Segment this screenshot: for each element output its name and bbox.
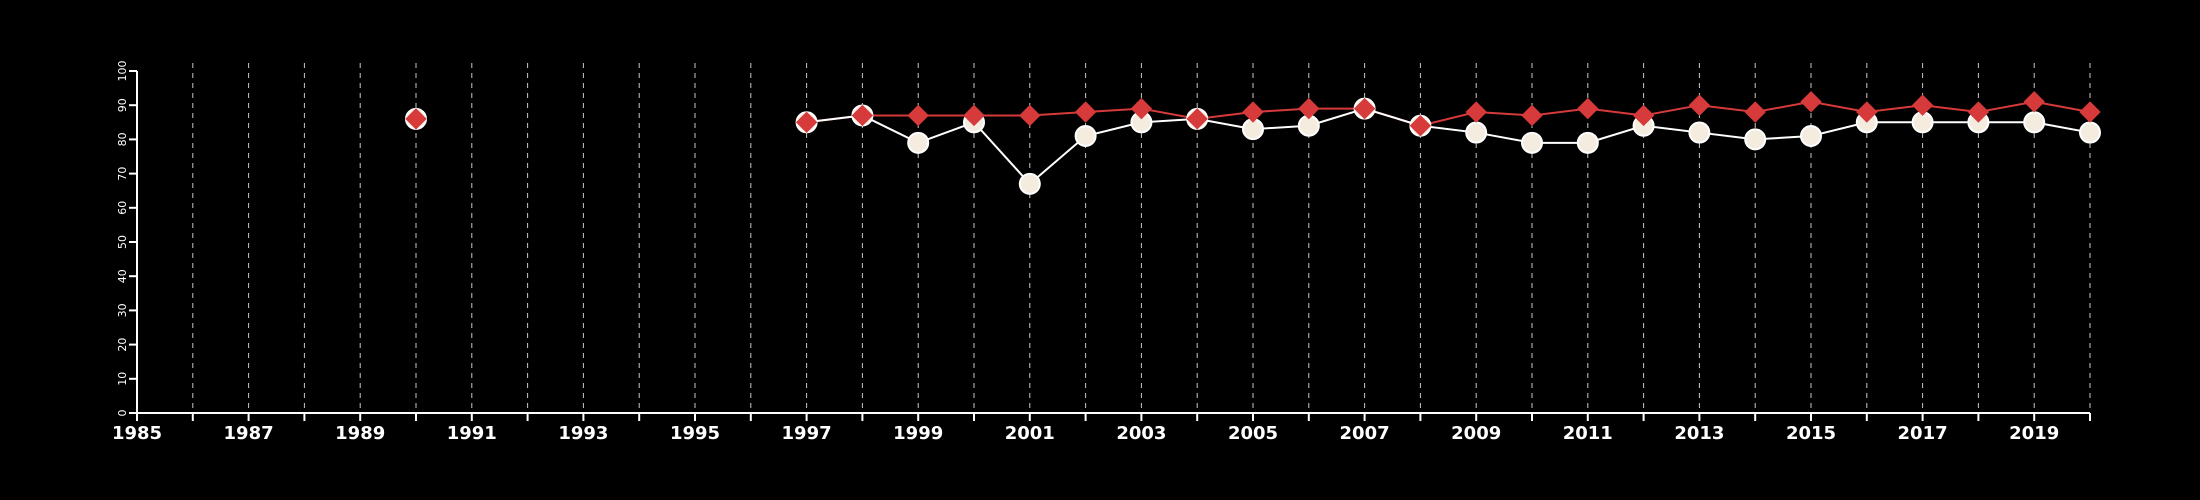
diamond-data-point (1521, 104, 1543, 127)
diamond-data-point (405, 108, 427, 130)
y-tick-label: 50 (116, 235, 129, 249)
circle-data-point (1576, 131, 1599, 154)
diamond-data-point (1409, 115, 1432, 137)
x-tick-label: 2007 (1340, 423, 1390, 444)
diamond-data-point (963, 104, 985, 127)
y-tick-label: 30 (116, 303, 129, 317)
diamond-data-point (2079, 101, 2101, 123)
x-tick-label: 1993 (558, 423, 608, 444)
diamond-data-point (1744, 101, 1766, 123)
diamond-data-point (1967, 101, 1990, 123)
circle-data-point (2023, 111, 2046, 134)
x-tick-label: 2001 (1005, 423, 1055, 444)
y-tick-label: 100 (116, 61, 129, 82)
diamond-data-point (907, 104, 929, 127)
series (405, 91, 2101, 195)
x-tick-label: 2005 (1228, 423, 1278, 444)
x-tick-label: 2011 (1563, 423, 1613, 444)
y-tick-label: 10 (116, 372, 129, 386)
x-tick-label: 2019 (2009, 423, 2059, 444)
diamond-data-point (1465, 101, 1487, 123)
diamond-data-point (1688, 94, 1711, 116)
diamond-data-point (1186, 108, 1208, 130)
diamond-data-point (1242, 101, 1264, 123)
diamond-data-point (1353, 97, 1376, 120)
y-tick-label: 70 (116, 167, 129, 181)
diamond-data-point (1911, 94, 1934, 116)
x-tick-label: 2017 (1898, 423, 1948, 444)
x-tick-label: 2009 (1451, 423, 1501, 444)
diamond-data-point (2023, 91, 2045, 113)
vertical-grid (192, 63, 2091, 413)
circle-data-point (1744, 128, 1767, 151)
x-tick-label: 1995 (670, 423, 720, 444)
diamond-data-point (1130, 97, 1153, 120)
diamond-data-point (1632, 104, 1655, 127)
x-tick-label: 2003 (1116, 423, 1166, 444)
y-tick-label: 0 (116, 410, 129, 417)
circle-data-point (1800, 124, 1822, 147)
y-tick-label: 20 (116, 338, 129, 352)
y-tick-label: 60 (116, 201, 129, 215)
diamond-data-point (851, 104, 874, 127)
circle-data-point (1521, 131, 1543, 154)
x-tick-label: 1999 (893, 423, 943, 444)
y-tick-label: 90 (116, 98, 129, 112)
y-tick-label: 80 (116, 132, 129, 146)
x-tick-label: 2013 (1674, 423, 1724, 444)
circle-data-point (1688, 121, 1711, 144)
circle-data-point (2079, 121, 2101, 144)
x-tick-label: 1991 (447, 423, 497, 444)
diamond-data-point (1298, 97, 1320, 120)
x-tick-label: 2015 (1786, 423, 1836, 444)
diamond-data-point (795, 111, 818, 134)
diamond-data-point (1019, 104, 1041, 127)
diamond-data-point (1577, 97, 1599, 120)
y-tick-label: 40 (116, 269, 129, 283)
diamond-data-point (1800, 91, 1822, 113)
x-tick-label: 1989 (335, 423, 385, 444)
x-tick-label: 1997 (782, 423, 832, 444)
circle-data-point (1018, 172, 1041, 195)
circle-data-point (1465, 121, 1488, 144)
diamond-data-point (1074, 101, 1097, 123)
circle-data-point (907, 131, 930, 154)
axes: 0 10 20 30 40 50 60 70 80 90 100 1985 1987 1989 1991 19… (112, 61, 2091, 444)
x-tick-label: 1985 (112, 423, 162, 444)
diamond-data-point (1856, 101, 1878, 123)
x-tick-label: 1987 (224, 423, 274, 444)
circle-data-point (1074, 124, 1097, 147)
